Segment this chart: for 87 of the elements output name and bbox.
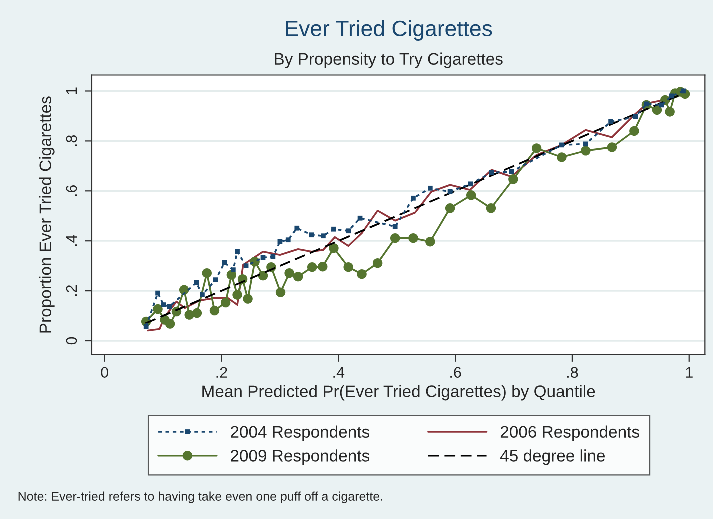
x-tick-label: .4 bbox=[334, 367, 345, 378]
point bbox=[286, 238, 291, 243]
point bbox=[258, 270, 268, 281]
point bbox=[608, 120, 614, 124]
point bbox=[235, 249, 240, 254]
y-tick-label: .4 bbox=[66, 235, 77, 246]
chart-title: Ever Tried Cigarettes bbox=[286, 20, 492, 41]
legend-label: 2009 Respondents bbox=[231, 450, 370, 466]
point bbox=[244, 264, 249, 269]
point bbox=[560, 142, 564, 148]
x-tick-label: .6 bbox=[450, 367, 462, 378]
point bbox=[652, 105, 662, 116]
point bbox=[220, 298, 231, 308]
point bbox=[508, 174, 518, 184]
point bbox=[222, 260, 228, 266]
point bbox=[243, 294, 253, 304]
x-tick-label: 1 bbox=[686, 367, 693, 378]
point bbox=[428, 186, 433, 191]
point bbox=[607, 142, 618, 152]
point bbox=[630, 126, 640, 136]
point bbox=[231, 268, 236, 273]
text: Note: Ever-tried refers to having take even one puff off a cigarette. bbox=[18, 492, 382, 504]
point bbox=[486, 204, 496, 214]
point bbox=[581, 146, 591, 156]
point bbox=[293, 272, 304, 282]
y-tick-label: .6 bbox=[66, 185, 78, 196]
point bbox=[165, 319, 176, 329]
point bbox=[213, 278, 218, 282]
legend-label: 2004 Respondents bbox=[231, 426, 370, 442]
x-axis-title: Mean Predicted Pr(Ever Tried Cigarettes) by Quantile bbox=[202, 385, 596, 401]
point bbox=[659, 102, 664, 108]
point bbox=[284, 268, 294, 278]
y-tick-label: 0 bbox=[66, 337, 78, 345]
point bbox=[633, 114, 638, 120]
point bbox=[390, 233, 400, 244]
point bbox=[260, 255, 266, 260]
y-tick-label: .2 bbox=[66, 285, 77, 296]
point bbox=[509, 169, 514, 174]
x-tick-label: 0 bbox=[101, 367, 108, 378]
point bbox=[210, 306, 220, 316]
point bbox=[232, 290, 242, 300]
point bbox=[583, 142, 588, 147]
point bbox=[318, 262, 328, 272]
point bbox=[681, 88, 686, 94]
point bbox=[278, 239, 283, 244]
point bbox=[408, 233, 418, 244]
point bbox=[557, 152, 567, 162]
point bbox=[153, 304, 163, 314]
legend-label: 45 degree line bbox=[500, 450, 606, 466]
point bbox=[669, 94, 674, 99]
point bbox=[445, 204, 456, 214]
point bbox=[468, 182, 474, 187]
point bbox=[307, 262, 318, 272]
point bbox=[466, 190, 476, 200]
point bbox=[192, 308, 202, 318]
x-tick-label: .2 bbox=[216, 367, 228, 378]
y-tick-label: .8 bbox=[66, 135, 78, 146]
point bbox=[392, 224, 398, 230]
y-tick-label: 1 bbox=[66, 88, 77, 94]
point bbox=[411, 196, 416, 201]
point bbox=[321, 234, 326, 239]
point bbox=[309, 232, 314, 238]
point bbox=[294, 226, 300, 231]
point bbox=[200, 292, 205, 298]
point bbox=[344, 262, 354, 272]
y-axis-title: Proportion Ever Tried Cigarettes bbox=[39, 96, 55, 333]
point bbox=[426, 236, 436, 247]
point bbox=[329, 243, 339, 254]
point bbox=[489, 170, 494, 176]
point bbox=[448, 189, 453, 194]
point bbox=[532, 144, 542, 154]
point bbox=[161, 302, 166, 308]
point bbox=[194, 280, 200, 286]
point bbox=[665, 107, 675, 117]
point bbox=[144, 324, 149, 330]
point bbox=[346, 228, 352, 234]
legend-label: 2006 Respondents bbox=[500, 426, 640, 442]
point bbox=[156, 290, 160, 296]
point bbox=[332, 226, 336, 232]
point bbox=[270, 254, 276, 260]
point bbox=[372, 258, 383, 268]
point bbox=[276, 288, 286, 298]
point bbox=[202, 268, 212, 278]
point bbox=[357, 269, 367, 280]
x-tick-label: .8 bbox=[567, 367, 578, 378]
chart-subtitle: By Propensity to Try Cigarettes bbox=[275, 52, 503, 68]
point bbox=[358, 216, 363, 221]
